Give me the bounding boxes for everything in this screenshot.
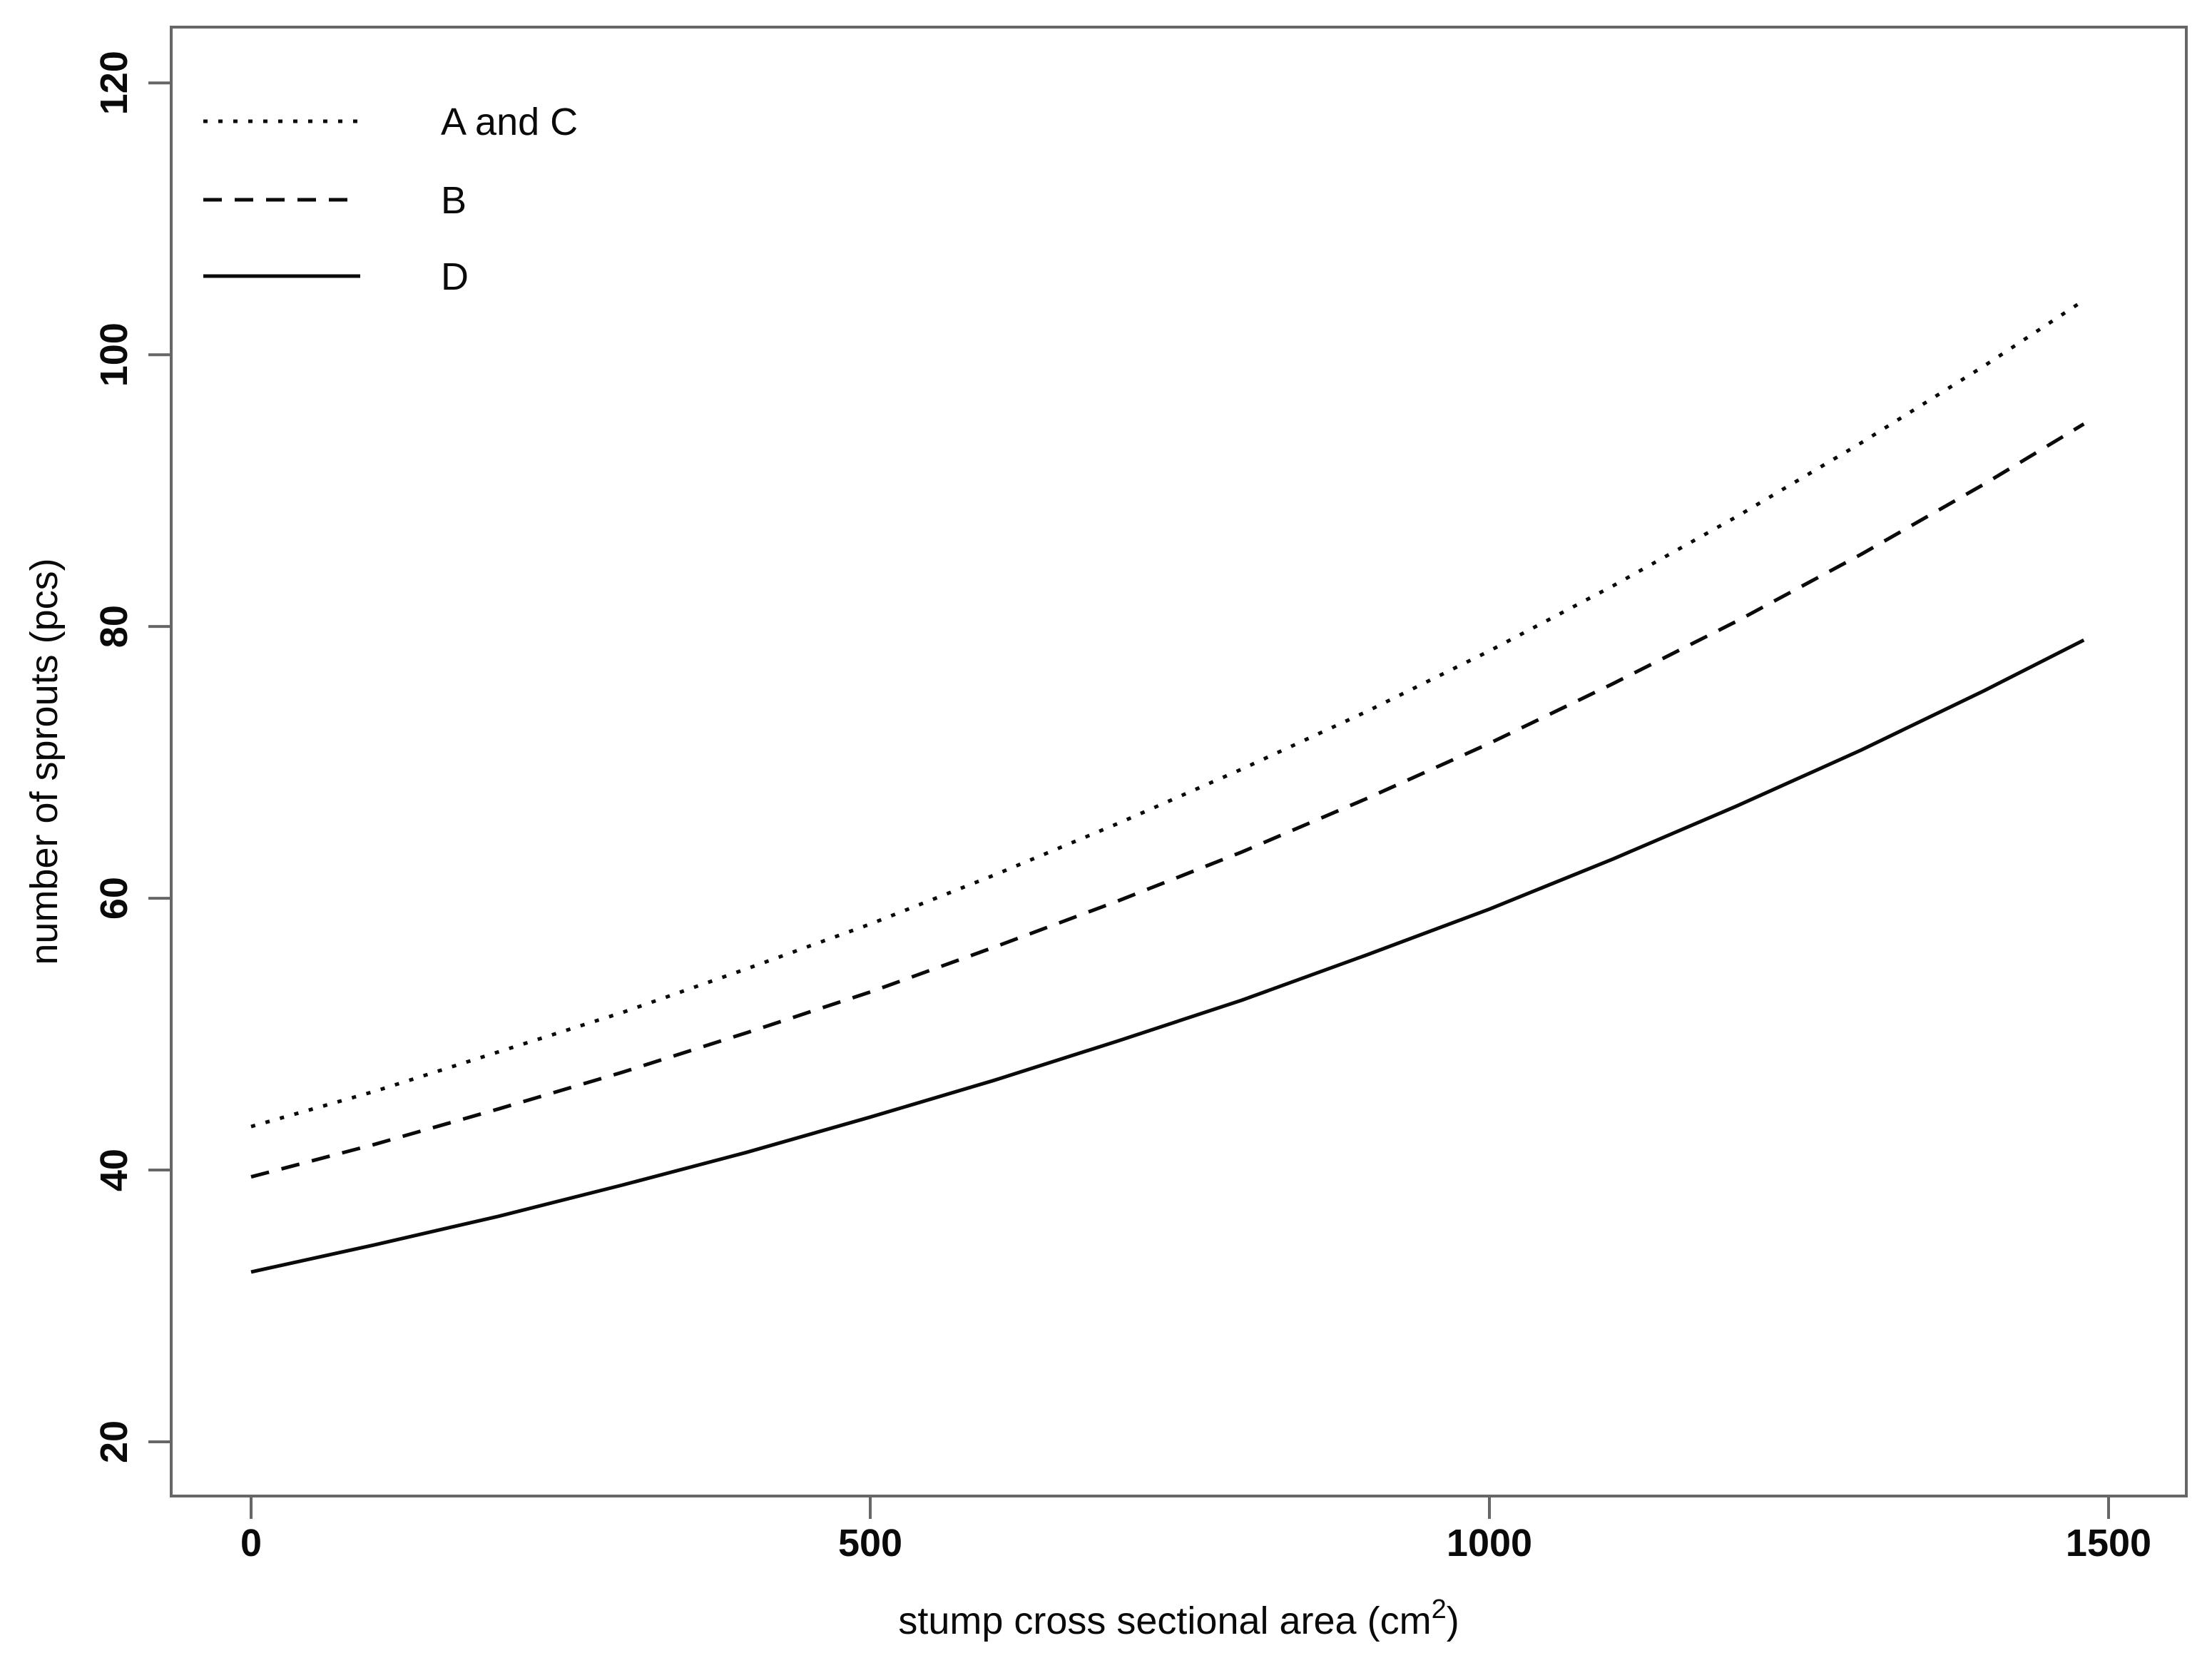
x-tick-label: 1000 <box>1447 1522 1532 1565</box>
y-tick-label: 120 <box>93 51 136 115</box>
plot-border <box>170 26 2188 1497</box>
y-tick-label: 80 <box>93 605 136 648</box>
x-tick-label: 0 <box>240 1522 262 1565</box>
legend-label: B <box>441 179 467 222</box>
y-axis-title: number of sprouts (pcs) <box>23 558 66 965</box>
legend-label: A and C <box>441 101 578 143</box>
y-tick-label: 60 <box>93 877 136 920</box>
plot-frame <box>170 26 2188 1497</box>
x-tick-label: 1500 <box>2066 1522 2151 1565</box>
series-line-b <box>250 422 2085 1179</box>
axis-ticks: 0 500 1000 1500 20 40 60 80 100 120 <box>93 51 2151 1565</box>
x-tick-label: 500 <box>838 1522 902 1565</box>
x-axis-title: stump cross sectional area (cm2) <box>898 1594 1459 1642</box>
y-tick-label: 40 <box>93 1149 136 1191</box>
series-line-d <box>250 638 2085 1274</box>
y-tick-label: 100 <box>93 322 136 387</box>
series-line-a-and-c <box>250 298 2085 1129</box>
legend-label: D <box>441 255 469 298</box>
legend: A and C BD <box>203 101 578 298</box>
y-tick-label: 20 <box>93 1420 136 1463</box>
data-series <box>250 298 2085 1274</box>
axis-titles: number of sprouts (pcs) stump cross secti… <box>23 558 1459 1642</box>
